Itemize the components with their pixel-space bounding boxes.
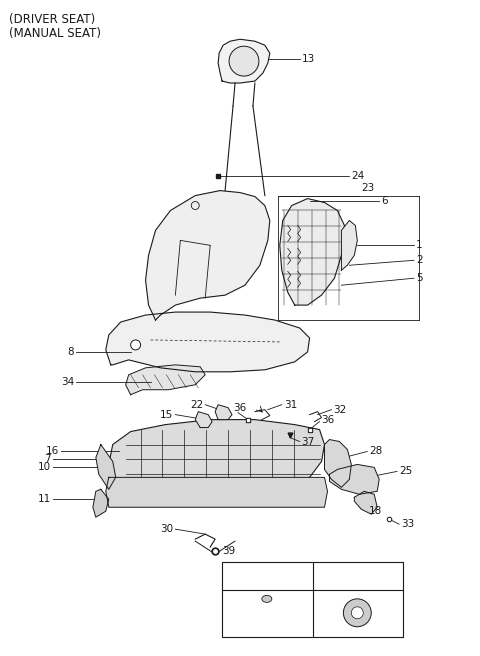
Text: 15: 15 [160,409,173,420]
Text: 36: 36 [322,415,335,424]
Polygon shape [106,312,310,372]
Text: (MANUAL SEAT): (MANUAL SEAT) [9,27,101,40]
Text: 10: 10 [38,462,51,472]
Polygon shape [106,478,327,507]
Text: (DRIVER SEAT): (DRIVER SEAT) [9,13,96,26]
Text: 38: 38 [349,569,365,583]
Bar [222,562,403,637]
Polygon shape [329,464,379,494]
Polygon shape [195,412,212,428]
Circle shape [131,340,141,350]
Text: 30: 30 [160,524,173,534]
Text: 8: 8 [67,347,74,357]
Text: 31: 31 [284,400,297,410]
Text: 37: 37 [301,436,315,447]
Text: 33: 33 [401,519,414,529]
Text: 36: 36 [233,403,247,413]
Text: 13: 13 [301,54,315,64]
Polygon shape [215,405,232,420]
Text: 2: 2 [416,255,422,265]
Text: 18: 18 [369,506,383,516]
Circle shape [343,599,371,626]
Text: 35: 35 [259,569,275,583]
Text: 34: 34 [60,377,74,387]
Text: 22: 22 [190,400,203,410]
Polygon shape [341,220,357,270]
Text: 24: 24 [351,171,365,180]
Text: 7: 7 [45,455,51,464]
Ellipse shape [262,596,272,602]
Polygon shape [126,365,205,395]
Text: 16: 16 [46,447,59,457]
Text: 25: 25 [399,466,412,476]
Text: 1: 1 [416,240,422,251]
Ellipse shape [229,46,259,76]
Circle shape [351,607,363,619]
Text: 6: 6 [381,195,388,205]
Text: 23: 23 [361,182,374,193]
Polygon shape [93,489,109,517]
Text: 28: 28 [369,447,383,457]
Polygon shape [324,440,351,487]
Text: 39: 39 [222,546,235,556]
Polygon shape [354,491,377,514]
Text: 5: 5 [416,273,422,283]
Polygon shape [218,39,270,83]
Polygon shape [145,191,270,320]
Text: 11: 11 [38,494,51,504]
Polygon shape [109,420,324,491]
Polygon shape [96,445,116,489]
Polygon shape [280,199,344,305]
Text: 32: 32 [334,405,347,415]
